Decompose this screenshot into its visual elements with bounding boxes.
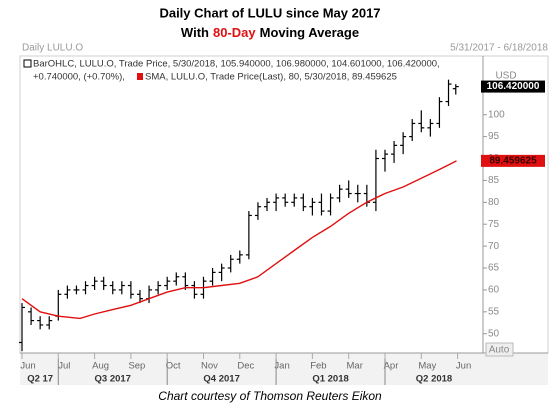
plot-frame <box>19 55 549 354</box>
quarter-label: Q1 2018 <box>312 374 348 385</box>
y-tick-label: 100 <box>488 109 505 120</box>
x-tick-label: Jul <box>58 361 70 372</box>
x-tick-label: Apr <box>384 361 399 372</box>
x-tick-label: Oct <box>166 361 181 372</box>
legend-swatch <box>137 73 143 80</box>
scale-mode-box <box>485 342 514 357</box>
x-tick-label: Jun <box>20 361 35 372</box>
quarter-label: Q2 2018 <box>416 374 452 385</box>
chart-title: Daily Chart of LULU since May 2017 <box>159 5 380 20</box>
legend-swatch <box>23 59 32 68</box>
y-tick-label: 85 <box>488 175 500 186</box>
price-label-box <box>481 80 545 93</box>
y-tick-label: 60 <box>488 285 500 296</box>
x-tick-label: Jun <box>456 361 471 372</box>
x-tick-label: Feb <box>310 361 326 372</box>
subtitle-part: Moving Average <box>260 25 359 40</box>
quarter-label: Q2 17 <box>27 374 53 385</box>
price-label: 106.420000 <box>487 81 540 92</box>
legend-change: +0.740000, (+0.70%), <box>33 72 125 83</box>
x-tick-label: May <box>418 361 436 372</box>
y-tick-label: 80 <box>488 197 500 208</box>
x-tick-label: Jan <box>274 361 289 372</box>
legend-sma: SMA, LULU.O, Trade Price(Last), 80, 5/30… <box>145 72 397 83</box>
scale-mode: Auto <box>489 345 510 356</box>
y-tick-label: 65 <box>488 263 500 274</box>
x-tick-label: Aug <box>92 361 109 372</box>
subtitle-part: With <box>181 25 209 40</box>
quarter-label: Q3 2017 <box>95 374 131 385</box>
subtitle-highlight: 80-Day <box>213 25 256 40</box>
y-tick-label: 55 <box>488 306 500 317</box>
date-axis-bg <box>20 353 548 385</box>
legend-ohlc: BarOHLC, LULU.O, Trade Price, 5/30/2018,… <box>33 59 440 70</box>
y-tick-label: 50 <box>488 328 500 339</box>
x-tick-label: Sep <box>128 361 145 372</box>
panel-label: Daily LULU.O <box>22 43 83 54</box>
x-tick-label: Mar <box>347 361 363 372</box>
sma-line <box>21 160 457 320</box>
y-unit: USD <box>495 71 516 82</box>
y-tick-label: 70 <box>488 241 500 252</box>
y-tick-label: 75 <box>488 219 500 230</box>
price-label-box <box>481 154 545 167</box>
caption: Chart courtesy of Thomson Reuters Eikon <box>158 389 382 403</box>
date-range: 5/31/2017 - 6/18/2018 <box>450 43 548 54</box>
x-tick-label: Dec <box>237 361 254 372</box>
chart-subtitle: With 80-Day Moving Average <box>181 25 359 40</box>
quarter-label: Q4 2017 <box>203 374 239 385</box>
y-tick-label: 95 <box>488 131 500 142</box>
price-label: 89.459625 <box>489 156 537 167</box>
x-tick-label: Nov <box>201 361 218 372</box>
